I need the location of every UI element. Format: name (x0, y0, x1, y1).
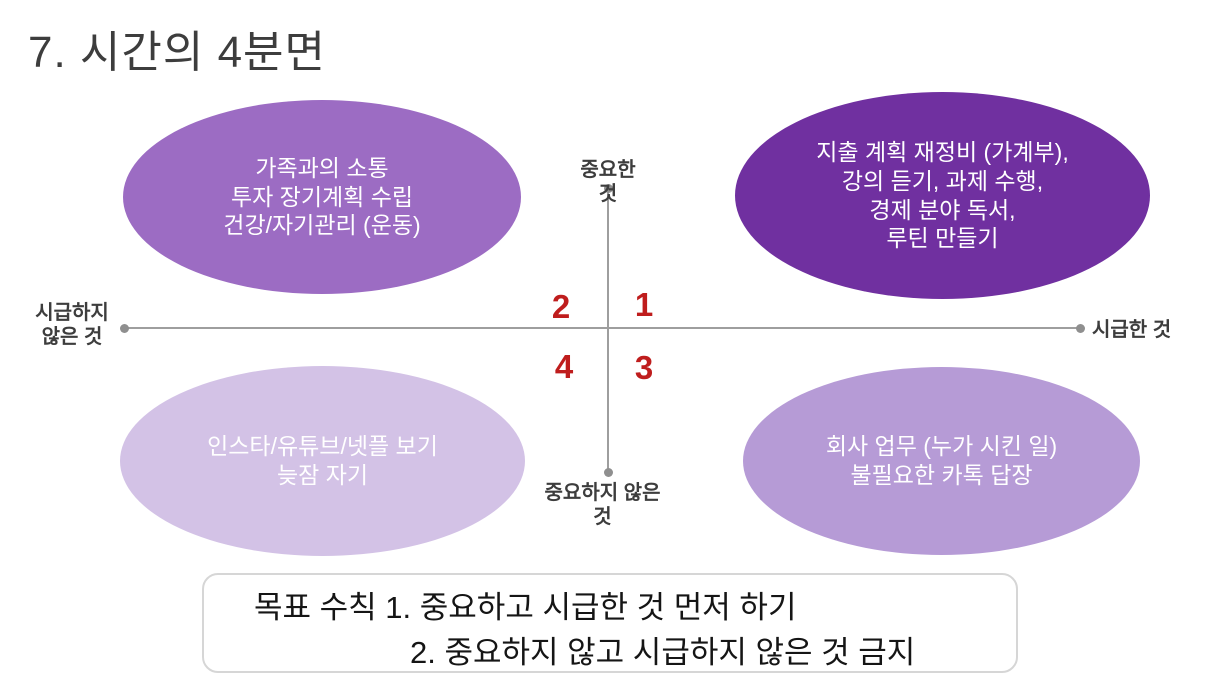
quadrant3-ellipse: 회사 업무 (누가 시킨 일) 불필요한 카톡 답장 (743, 367, 1140, 555)
quadrant2-number: 2 (551, 288, 571, 325)
axis-label-important: 중요한 것 (580, 159, 636, 206)
quadrant2-ellipse: 가족과의 소통 투자 장기계획 수립 건강/자기관리 (운동) (123, 100, 521, 294)
quadrant2-items: 가족과의 소통 투자 장기계획 수립 건강/자기관리 (운동) (223, 155, 421, 239)
quadrant3-number: 3 (634, 349, 654, 386)
page-title: 7. 시간의 4분면 (28, 28, 327, 77)
importance-axis-line (603, 184, 613, 477)
axis-endpoint-dot (1076, 323, 1085, 333)
axis-label-not-important: 중요하지 않은 것 (544, 482, 661, 529)
goal-rules-box: 목표 수칙 1. 중요하고 시급한 것 먼저 하기 2. 중요하지 않고 시급하… (202, 573, 1018, 673)
axis-endpoint-dot (603, 184, 613, 193)
axis-label-not-urgent: 시급하지 않은 것 (35, 302, 109, 349)
urgency-axis-line (120, 323, 1085, 333)
quadrant4-ellipse: 인스타/유튜브/넷플 보기 늦잠 자기 (120, 366, 525, 556)
quadrant3-items: 회사 업무 (누가 시킨 일) 불필요한 카톡 답장 (825, 433, 1058, 488)
quadrant1-number: 1 (634, 286, 654, 323)
axis-endpoint-dot (603, 468, 613, 477)
goal-rule-1: 목표 수칙 1. 중요하고 시급한 것 먼저 하기 (254, 590, 797, 625)
quadrant4-items: 인스타/유튜브/넷플 보기 늦잠 자기 (207, 433, 438, 488)
goal-rule-2: 2. 중요하지 않고 시급하지 않은 것 금지 (410, 635, 916, 670)
quadrant4-number: 4 (554, 348, 574, 385)
quadrant1-items: 지출 계획 재정비 (가계부), 강의 듣기, 과제 수행, 경제 분야 독서,… (816, 139, 1069, 252)
axis-label-urgent: 시급한 것 (1092, 319, 1172, 341)
quadrant1-ellipse: 지출 계획 재정비 (가계부), 강의 듣기, 과제 수행, 경제 분야 독서,… (735, 92, 1150, 299)
axis-endpoint-dot (120, 323, 129, 333)
